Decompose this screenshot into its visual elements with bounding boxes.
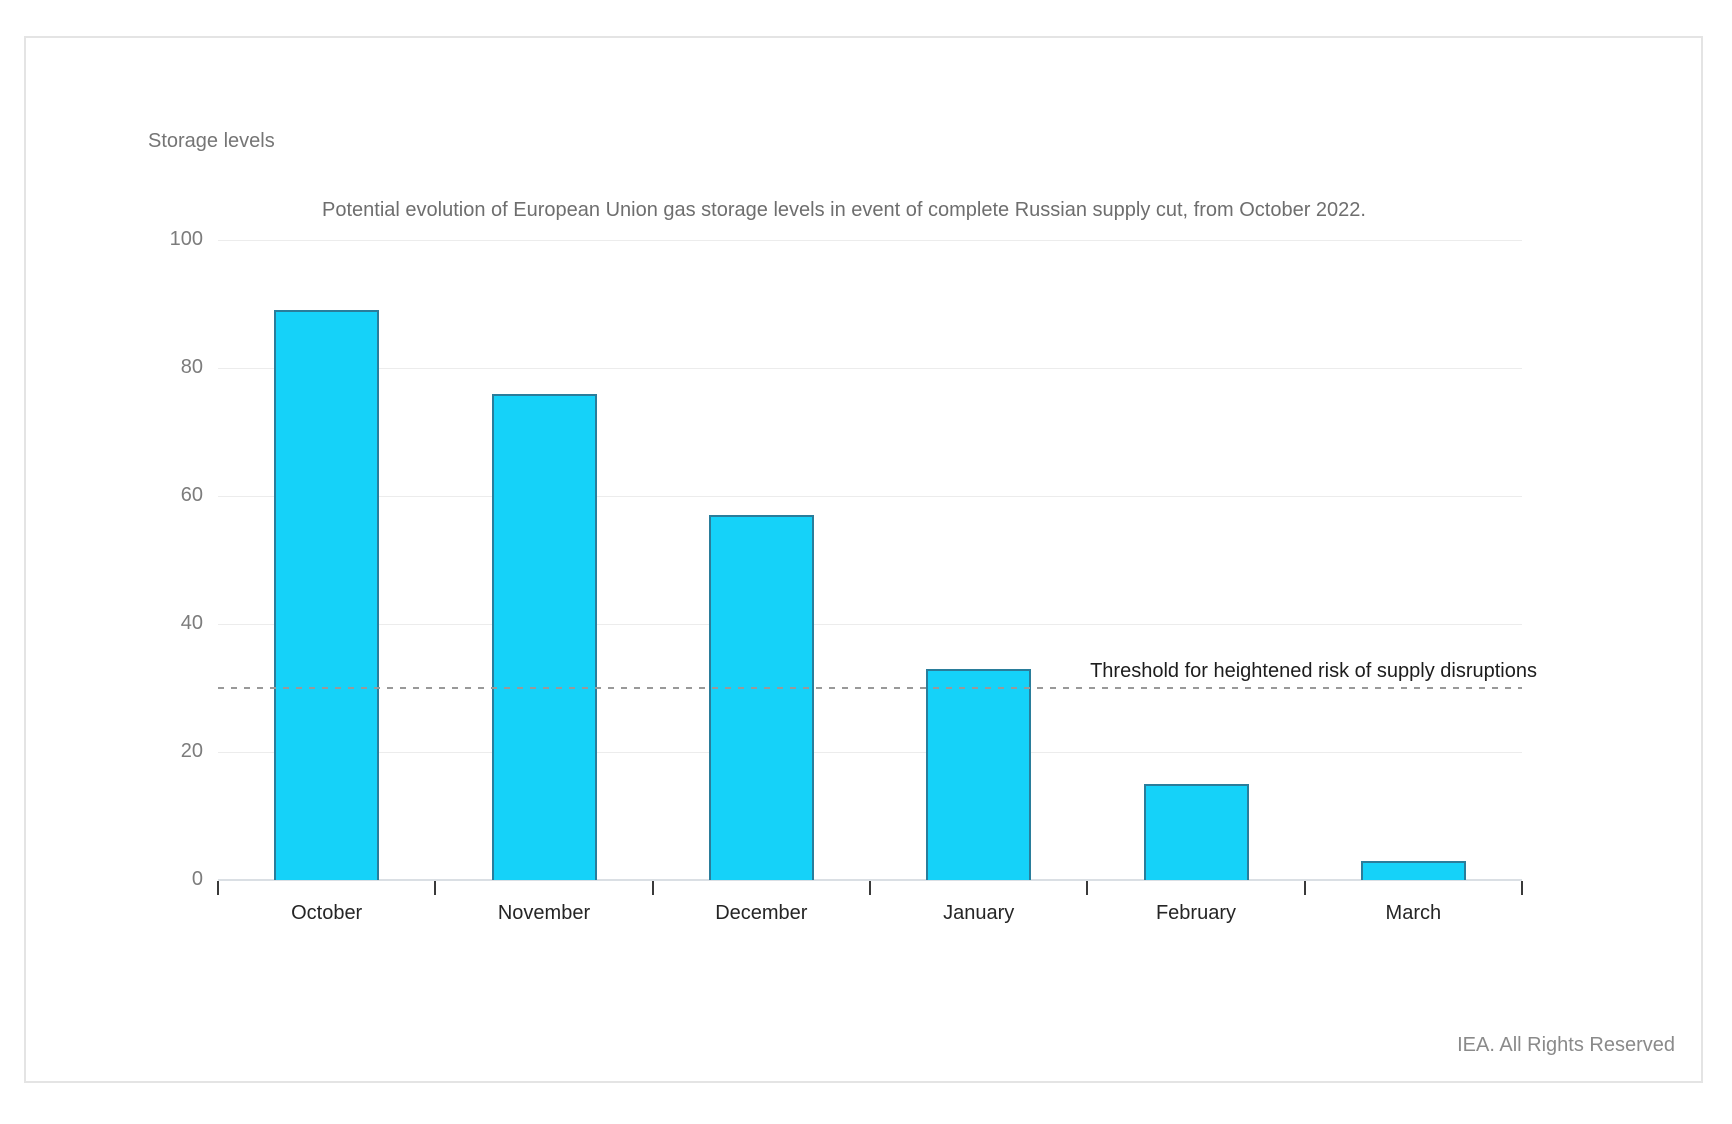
chart-title: Potential evolution of European Union ga…: [322, 199, 1366, 221]
bar-february[interactable]: [1143, 784, 1249, 880]
y-tick-label-100: 100: [169, 228, 203, 250]
bar-december[interactable]: [708, 515, 814, 880]
threshold-label: Threshold for heightened risk of supply …: [1090, 660, 1537, 682]
x-axis-tick: [869, 881, 871, 895]
x-label-october: October: [291, 902, 363, 924]
y-tick-label-20: 20: [180, 740, 203, 762]
x-label-february: February: [1155, 902, 1236, 924]
x-label-december: December: [715, 902, 808, 924]
x-axis-tick: [434, 881, 437, 895]
bar-october[interactable]: [274, 310, 380, 880]
x-axis-tick: [1521, 881, 1523, 895]
gridline-40: [218, 624, 1522, 625]
x-axis-tick: [217, 881, 219, 895]
y-tick-label-80: 80: [180, 356, 203, 378]
x-axis-tick: [1086, 881, 1089, 895]
x-label-november: November: [497, 902, 591, 924]
y-axis-title: Storage levels: [148, 130, 275, 152]
x-label-january: January: [943, 902, 1015, 924]
x-axis-line: [218, 879, 1522, 881]
x-axis-tick: [1303, 881, 1306, 895]
bar-march[interactable]: [1360, 860, 1466, 880]
y-tick-label-0: 0: [191, 868, 203, 890]
gridline-20: [218, 752, 1522, 753]
x-axis-tick: [651, 881, 654, 895]
gridline-80: [218, 368, 1522, 369]
y-tick-label-60: 60: [180, 484, 203, 506]
threshold-line: [218, 687, 1522, 689]
x-label-march: March: [1385, 902, 1442, 924]
gridline-60: [218, 496, 1522, 497]
bar-november[interactable]: [491, 393, 597, 880]
y-tick-label-40: 40: [180, 612, 203, 634]
gridline-100: [218, 240, 1522, 241]
bar-january[interactable]: [926, 668, 1032, 880]
copyright-text: IEA. All Rights Reserved: [1457, 1034, 1675, 1056]
